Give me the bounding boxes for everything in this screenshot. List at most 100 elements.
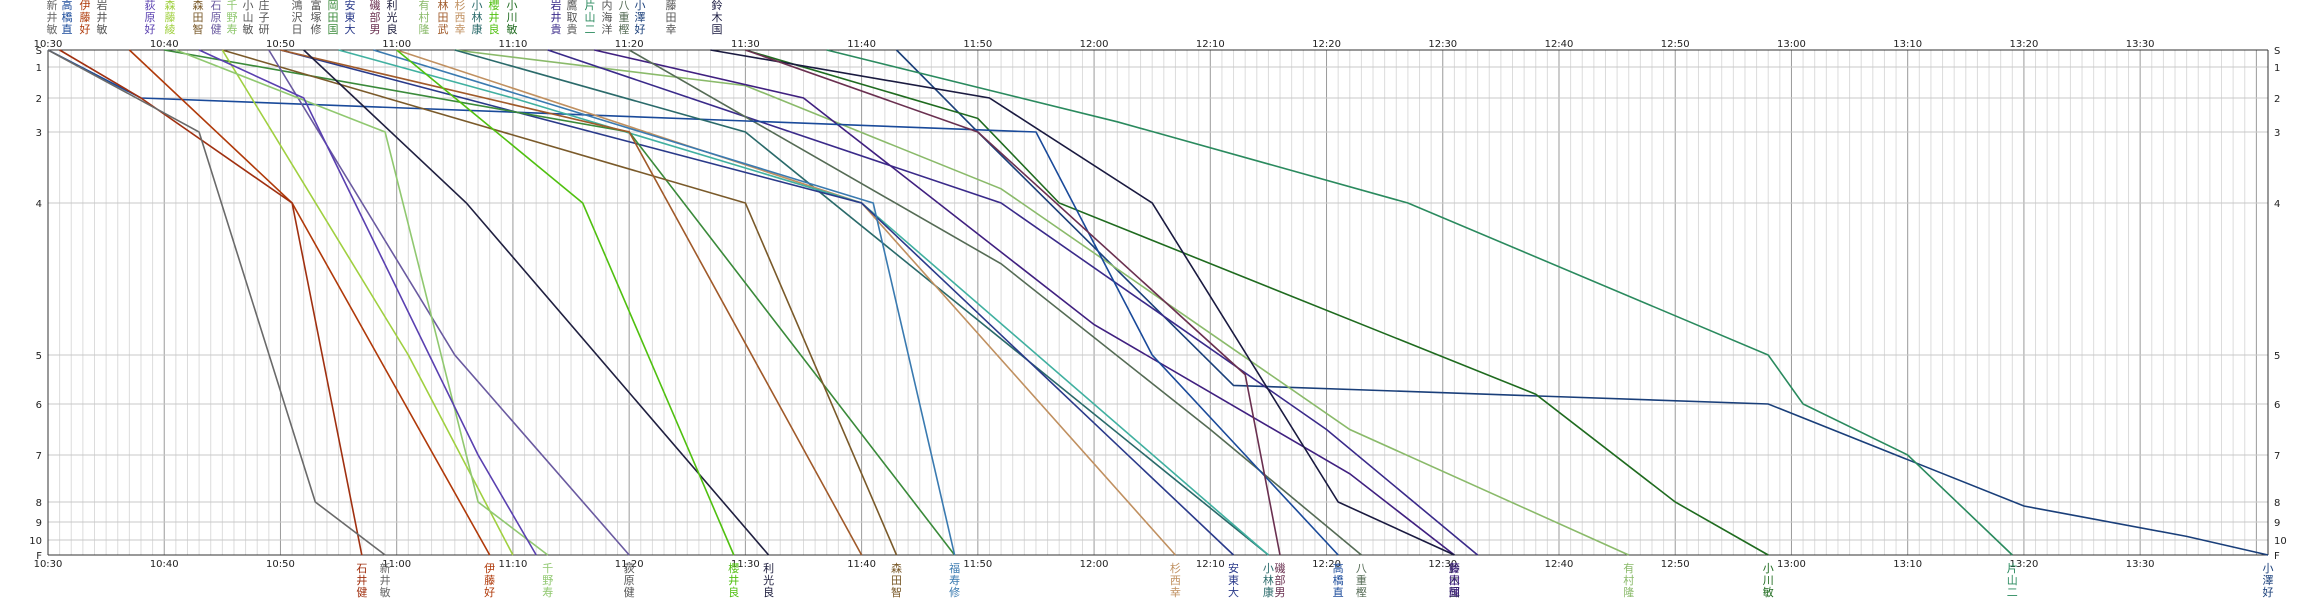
x-tick-label-bottom: 11:40 (847, 559, 876, 570)
y-tick-label-left: 9 (36, 518, 42, 529)
bottom-runner-label: 千野寿 (542, 562, 553, 599)
top-runner-label: 小川敏 (507, 0, 518, 36)
bottom-runner-label: 高橋直 (1333, 561, 1344, 599)
bottom-runner-label-text: 有村隆 (1623, 561, 1634, 599)
top-runner-label-text: 富塚修 (311, 0, 322, 36)
bottom-runner-label-text: 荻原健 (624, 562, 635, 599)
series-line (175, 49, 549, 556)
top-runner-label-text: 高橋直 (62, 0, 73, 36)
bottom-runner-label: 福寿修 (949, 561, 960, 599)
bottom-runner-label: 藤田輝 (1449, 562, 1460, 599)
y-tick-label-right: 7 (2274, 451, 2280, 462)
bottom-runner-label-text: 小澤好 (2263, 562, 2274, 599)
x-tick-label-bottom: 11:50 (963, 559, 992, 570)
series-line (59, 49, 363, 556)
runner-labels: 新井敏高橋直伊藤好岩井敏荻原好森藤綾森田智石原健千野寿小山敏庄子研鴻沢日富塚修岡… (47, 0, 2274, 599)
bottom-runner-label: 小林康 (1263, 562, 1274, 599)
x-tick-label-top: 13:00 (1777, 39, 1806, 50)
x-tick-label-top: 11:40 (847, 39, 876, 50)
y-tick-label-left: 7 (36, 451, 42, 462)
top-runner-label: 安東大 (345, 0, 356, 36)
top-runner-label: 伊藤好 (80, 0, 91, 36)
bottom-runner-label: 片山二 (2007, 562, 2018, 599)
x-tick-label-bottom: 10:50 (266, 559, 295, 570)
series-line (628, 49, 1362, 556)
x-tick-label-top: 11:00 (382, 39, 411, 50)
x-tick-label-bottom: 10:30 (34, 559, 63, 570)
top-runner-label: 鈴木国 (712, 0, 723, 36)
top-runner-label-text: 岩井敏 (97, 0, 108, 36)
bottom-runner-label-text: 森田智 (891, 561, 902, 599)
top-runner-label: 岩井貴 (551, 0, 562, 36)
top-runner-label: 高橋直 (62, 0, 73, 36)
top-runner-label-text: 櫻井良 (489, 0, 500, 36)
x-tick-label-top: 13:30 (2126, 39, 2155, 50)
bottom-runner-label-text: 安東大 (1228, 561, 1239, 599)
bottom-runner-label-text: 藤田輝 (1449, 562, 1460, 599)
top-runner-label: 内海洋 (602, 0, 613, 36)
series-line (454, 49, 1269, 556)
series-line (198, 49, 537, 556)
x-tick-label-top: 12:20 (1312, 39, 1341, 50)
x-tick-label-top: 11:10 (499, 39, 528, 50)
top-runner-label-text: 森田智 (193, 0, 204, 36)
y-tick-label-left: F (36, 551, 42, 562)
x-tick-label-top: 13:10 (1893, 39, 1922, 50)
y-tick-label-left: 6 (36, 400, 42, 411)
x-tick-label-bottom: 12:50 (1661, 559, 1690, 570)
y-tick-label-right: 4 (2274, 199, 2280, 210)
top-runner-label: 利光良 (387, 0, 398, 36)
top-runner-label: 岩井敏 (97, 0, 108, 36)
top-runner-label-text: 千野寿 (227, 0, 238, 36)
top-runner-label-text: 林田武 (438, 0, 449, 36)
bottom-runner-label: 荻原健 (624, 562, 635, 599)
series-line (396, 49, 1176, 556)
bottom-runner-label-text: 櫻井良 (728, 561, 739, 599)
top-runner-label-text: 小川敏 (507, 0, 518, 36)
x-tick-label-bottom: 12:40 (1545, 559, 1574, 570)
x-tick-label-bottom: 11:00 (382, 559, 411, 570)
top-runner-label: 櫻井良 (489, 0, 500, 36)
top-runner-label-text: 鷹取貴 (567, 0, 578, 36)
bottom-runner-label: 有村隆 (1623, 561, 1634, 599)
x-tick-label-bottom: 12:00 (1080, 559, 1109, 570)
bottom-runner-label-text: 石井健 (356, 562, 367, 599)
x-tick-label-bottom: 12:30 (1428, 559, 1457, 570)
top-runner-label-text: 石原健 (211, 0, 222, 36)
top-runner-label: 庄子研 (259, 0, 270, 36)
top-runner-label-text: 荻原好 (145, 0, 156, 36)
series-line (221, 49, 514, 556)
x-tick-label-top: 12:40 (1545, 39, 1574, 50)
top-runner-label-text: 小林康 (472, 0, 483, 36)
y-tick-label-right: 9 (2274, 518, 2280, 529)
y-tick-label-left: 1 (36, 63, 42, 74)
x-tick-label-bottom: 10:40 (150, 559, 179, 570)
y-tick-label-left: S (36, 46, 42, 57)
series-line (826, 49, 2013, 556)
top-runner-label-text: 鈴木国 (712, 0, 723, 36)
x-tick-label-bottom: 13:30 (2126, 559, 2155, 570)
y-tick-label-left: 8 (36, 498, 42, 509)
series-line (710, 49, 1455, 556)
grid (47, 49, 2269, 556)
bottom-runner-label-text: 小川敏 (1763, 562, 1774, 599)
bottom-runner-label: 森田智 (891, 561, 902, 599)
x-tick-label-top: 11:50 (963, 39, 992, 50)
bottom-runner-label: 利光良 (763, 562, 774, 599)
x-tick-label-bottom: 11:20 (615, 559, 644, 570)
bottom-runner-label: 新井敏 (380, 561, 391, 599)
y-tick-label-right: 3 (2274, 128, 2280, 139)
x-tick-label-top: 10:40 (150, 39, 179, 50)
bottom-runner-label-text: 片山二 (2007, 562, 2018, 599)
top-runner-label: 小山敏 (243, 0, 254, 36)
bottom-runner-label: 石井健 (356, 562, 367, 599)
x-tick-label-bottom: 13:10 (1893, 559, 1922, 570)
top-runner-label: 石原健 (211, 0, 222, 36)
y-tick-label-left: 2 (36, 94, 42, 105)
top-runner-label-text: 岡田国 (328, 0, 339, 36)
series-line (745, 49, 1769, 556)
y-tick-label-right: 1 (2274, 63, 2280, 74)
x-tick-label-bottom: 13:20 (2010, 559, 2039, 570)
x-tick-label-top: 11:20 (615, 39, 644, 50)
top-runner-label: 鴻沢日 (292, 0, 303, 36)
